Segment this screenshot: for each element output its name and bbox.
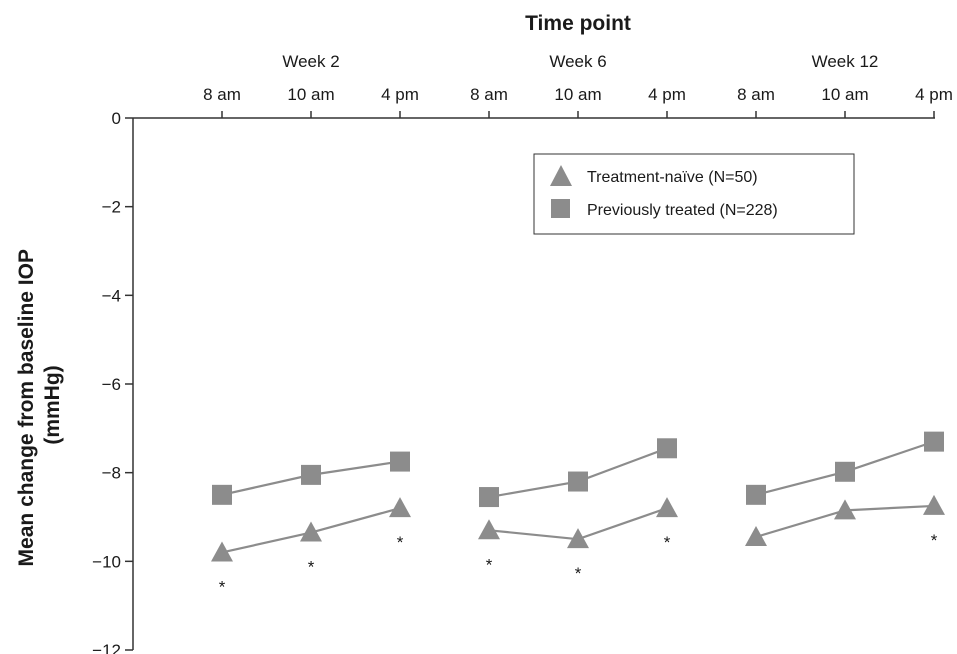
- y-axis-title-line-2: (mmHg): [41, 365, 64, 444]
- data-point-triangle: [211, 541, 233, 562]
- y-tick-label: −10: [92, 552, 121, 571]
- x-tick-label: 10 am: [821, 85, 868, 104]
- series-layer: [211, 431, 945, 562]
- significance-asterisk: *: [664, 533, 671, 552]
- data-point-square: [568, 471, 588, 492]
- data-point-triangle: [300, 521, 322, 542]
- data-point-triangle: [834, 499, 856, 520]
- y-tick-label: −6: [102, 375, 121, 394]
- x-axis-title: Time point: [525, 12, 631, 35]
- significance-asterisk: *: [397, 533, 404, 552]
- x-tick-label: 4 pm: [648, 85, 686, 104]
- x-group-label: Week 6: [549, 52, 606, 71]
- x-tick-label: 8 am: [737, 85, 775, 104]
- legend-square-icon: [551, 199, 570, 218]
- y-tick-label: −8: [102, 464, 121, 483]
- x-tick-label: 10 am: [287, 85, 334, 104]
- x-tick-label: 4 pm: [915, 85, 953, 104]
- data-point-square: [301, 464, 321, 485]
- y-axis-title-line-1: Mean change from baseline IOP: [15, 249, 38, 566]
- data-point-triangle: [478, 519, 500, 540]
- data-point-triangle: [656, 497, 678, 518]
- data-point-triangle: [923, 494, 945, 515]
- y-tick-label: −12: [92, 641, 121, 654]
- significance-asterisk: *: [931, 531, 938, 550]
- data-point-triangle: [389, 497, 411, 518]
- x-tick-label: 8 am: [470, 85, 508, 104]
- legend-triangle-icon: [550, 165, 572, 186]
- significance-asterisk: *: [486, 555, 493, 574]
- significance-asterisk: *: [308, 558, 315, 577]
- data-point-square: [835, 461, 855, 482]
- data-point-square: [924, 431, 944, 452]
- y-tick-label: −4: [102, 286, 121, 305]
- legend-box: [533, 153, 855, 235]
- y-tick-label: 0: [112, 109, 121, 128]
- y-tick-label: −2: [102, 198, 121, 217]
- data-point-square: [479, 487, 499, 508]
- x-group-label: Week 2: [282, 52, 339, 71]
- legend-label-previously-treated: Previously treated (N=228): [587, 202, 778, 219]
- annotation-layer: * * * * * * *: [219, 531, 938, 597]
- x-tick-label: 10 am: [554, 85, 601, 104]
- data-point-square: [212, 484, 232, 505]
- significance-asterisk: *: [575, 564, 582, 583]
- data-point-square: [657, 438, 677, 459]
- x-tick-label: 4 pm: [381, 85, 419, 104]
- y-axis-title: Mean change from baseline IOP (mmHg): [15, 244, 64, 567]
- axes: 0 −2 −4 −6 −8 −10 −12 8 am 10 am 4 pm Week 2 8 am 10…: [92, 52, 953, 654]
- data-point-triangle: [567, 528, 589, 549]
- x-group-label: Week 12: [812, 52, 879, 71]
- legend: Treatment-naïve (N=50) Previously treate…: [533, 153, 855, 235]
- data-point-square: [746, 484, 766, 505]
- x-tick-label: 8 am: [203, 85, 241, 104]
- legend-label-treatment-naive: Treatment-naïve (N=50): [587, 169, 758, 186]
- significance-asterisk: *: [219, 577, 226, 596]
- data-point-triangle: [745, 525, 767, 546]
- data-point-square: [390, 451, 410, 472]
